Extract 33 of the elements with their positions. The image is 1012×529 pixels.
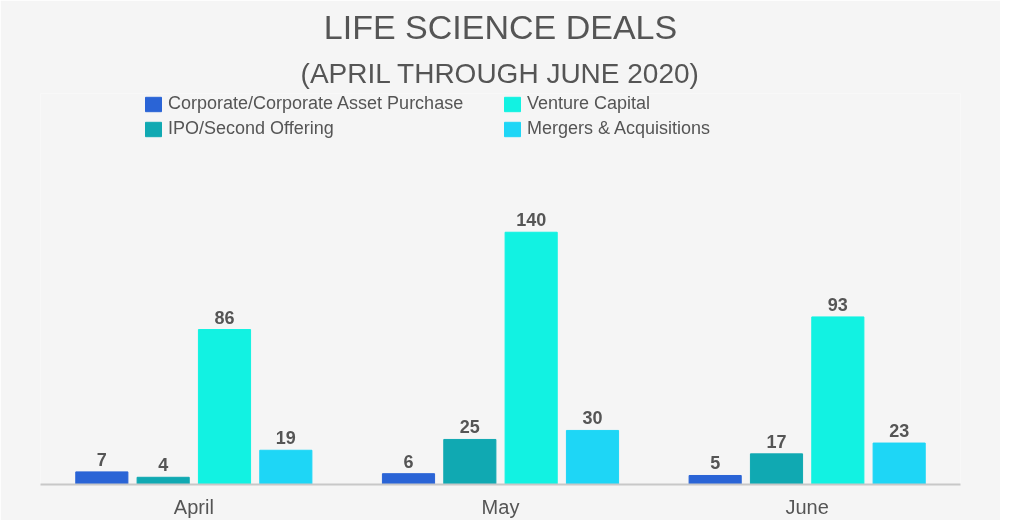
data-label: 23 xyxy=(889,421,910,442)
bar xyxy=(688,474,742,485)
data-label: 7 xyxy=(96,449,107,470)
bar xyxy=(872,442,926,485)
bar xyxy=(443,438,497,485)
x-tick-label: May xyxy=(481,495,520,518)
legend-label: Mergers & Acquisitions xyxy=(527,118,712,139)
data-label: 19 xyxy=(275,428,296,449)
chart-title: LIFE SCIENCE DEALS xyxy=(323,7,678,46)
bar xyxy=(197,329,252,485)
bar xyxy=(136,476,190,485)
bar xyxy=(811,316,865,485)
x-tick-label: June xyxy=(785,495,829,518)
data-label: 140 xyxy=(516,210,547,231)
legend-label: IPO/Second Offering xyxy=(168,118,335,139)
data-label: 17 xyxy=(766,431,787,452)
x-tick-label: April xyxy=(173,495,214,518)
data-label: 93 xyxy=(827,294,848,315)
data-label: 30 xyxy=(582,408,603,429)
bar xyxy=(565,429,620,485)
bar xyxy=(504,231,558,485)
chart-subtitle: (APRIL THROUGH JUNE 2020) xyxy=(300,57,699,89)
data-label: 86 xyxy=(214,307,235,328)
bar xyxy=(259,449,313,485)
bar xyxy=(381,473,436,485)
data-label: 5 xyxy=(710,453,721,474)
data-label: 6 xyxy=(403,451,414,472)
bar xyxy=(749,453,804,485)
data-label: 4 xyxy=(158,455,169,476)
bar xyxy=(75,471,129,485)
data-label: 25 xyxy=(459,417,480,438)
legend-label: Venture Capital xyxy=(527,93,652,114)
legend-label: Corporate/Corporate Asset Purchase xyxy=(168,93,465,114)
